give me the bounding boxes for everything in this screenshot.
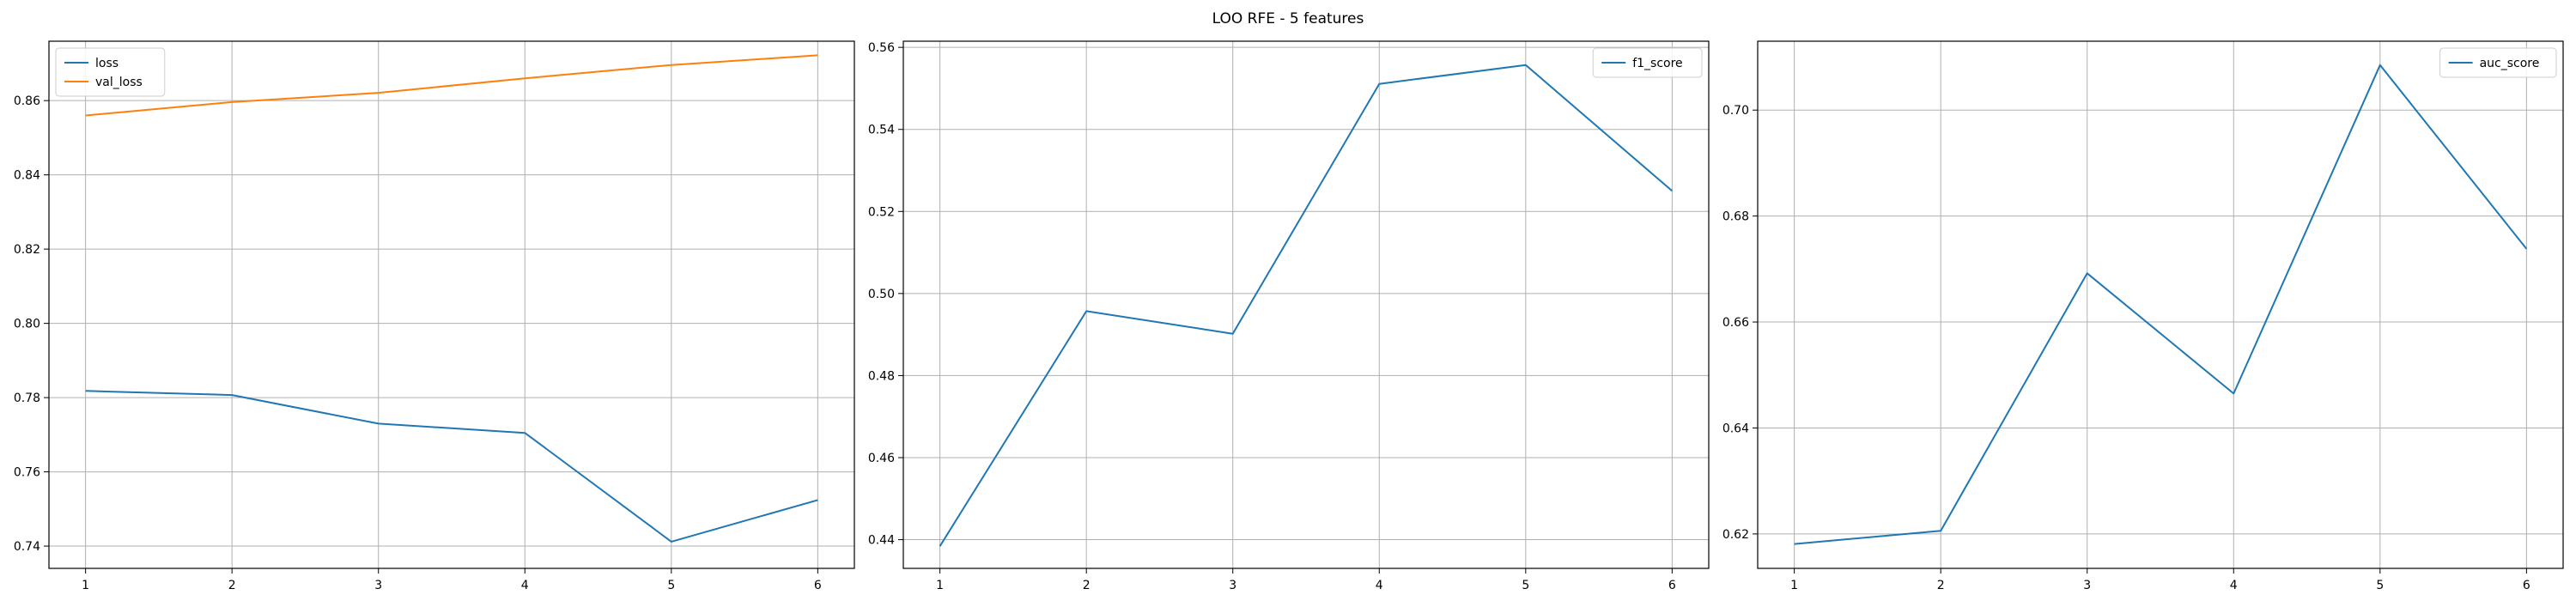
series-line-loss — [85, 390, 818, 543]
subplot-1: 1 2 3 4 5 6 0.74 0.76 0.78 0.80 0.82 0.84 0.86 loss va… — [14, 40, 855, 592]
y-tick-label: 0.70 — [1722, 104, 1749, 118]
axes-frame — [48, 40, 855, 569]
series-line-auc_score — [1794, 64, 2528, 545]
axes-frame — [1757, 40, 2564, 569]
x-tick-label: 6 — [814, 579, 822, 592]
y-tick-label: 0.74 — [14, 540, 40, 554]
y-tick-label: 0.64 — [1722, 422, 1749, 435]
figure-title: LOO RFE - 5 features — [1212, 10, 1364, 27]
y-tick-label: 0.52 — [868, 205, 895, 219]
x-tick-label: 5 — [667, 579, 675, 592]
x-tick-label: 1 — [936, 579, 944, 592]
series-line-val_loss — [85, 54, 818, 117]
subplot-3: 1 2 3 4 5 6 0.62 0.64 0.66 0.68 0.70 auc_score — [1722, 40, 2564, 592]
y-tick-label: 0.50 — [868, 288, 895, 301]
x-tick-label: 4 — [2230, 579, 2238, 592]
legend-box — [2439, 47, 2557, 78]
legend-box — [55, 47, 166, 97]
legend: auc_score — [2439, 47, 2557, 78]
y-tick-label: 0.46 — [868, 452, 895, 465]
legend: loss val_loss — [55, 47, 166, 97]
y-tick-label: 0.48 — [868, 369, 895, 383]
x-tick-label: 4 — [521, 579, 529, 592]
x-tick-label: 5 — [1522, 579, 1529, 592]
x-tick-label: 1 — [1790, 579, 1798, 592]
y-tick-label: 0.68 — [1722, 210, 1749, 224]
y-tick-label: 0.62 — [1722, 528, 1749, 542]
x-tick-label: 3 — [2083, 579, 2091, 592]
y-tick-label: 0.78 — [14, 392, 40, 405]
legend-label-loss: loss — [95, 57, 118, 70]
y-tick-label: 0.44 — [868, 534, 895, 548]
x-tick-label: 3 — [374, 579, 382, 592]
legend-box — [1592, 47, 1703, 78]
x-tick-label: 1 — [82, 579, 89, 592]
x-tick-label: 4 — [1376, 579, 1383, 592]
series-line-f1_score — [939, 64, 1674, 547]
x-tick-label: 2 — [228, 579, 236, 592]
axes-frame — [902, 40, 1710, 569]
x-tick-label: 2 — [1937, 579, 1945, 592]
legend-label-auc_score: auc_score — [2480, 57, 2540, 70]
y-tick-label: 0.80 — [14, 318, 40, 331]
legend: f1_score — [1592, 47, 1703, 78]
y-tick-label: 0.54 — [868, 124, 895, 137]
subplot-2: 1 2 3 4 5 6 0.44 0.46 0.48 0.50 0.52 0.54 0.56 f1_sco… — [868, 40, 1710, 592]
y-tick-label: 0.56 — [868, 41, 895, 55]
x-tick-label: 3 — [1229, 579, 1236, 592]
x-tick-label: 6 — [2523, 579, 2530, 592]
subplots: 1 2 3 4 5 6 0.74 0.76 0.78 0.80 0.82 0.84 0.86 loss va… — [14, 40, 2564, 592]
y-tick-label: 0.84 — [14, 169, 40, 183]
y-tick-label: 0.76 — [14, 466, 40, 480]
y-tick-label: 0.86 — [14, 94, 40, 108]
x-tick-label: 2 — [1083, 579, 1091, 592]
y-tick-label: 0.66 — [1722, 316, 1749, 330]
legend-label-val_loss: val_loss — [95, 76, 143, 89]
x-tick-label: 5 — [2376, 579, 2384, 592]
x-tick-label: 6 — [1668, 579, 1676, 592]
legend-label-f1_score: f1_score — [1632, 57, 1682, 70]
y-tick-label: 0.82 — [14, 243, 40, 257]
